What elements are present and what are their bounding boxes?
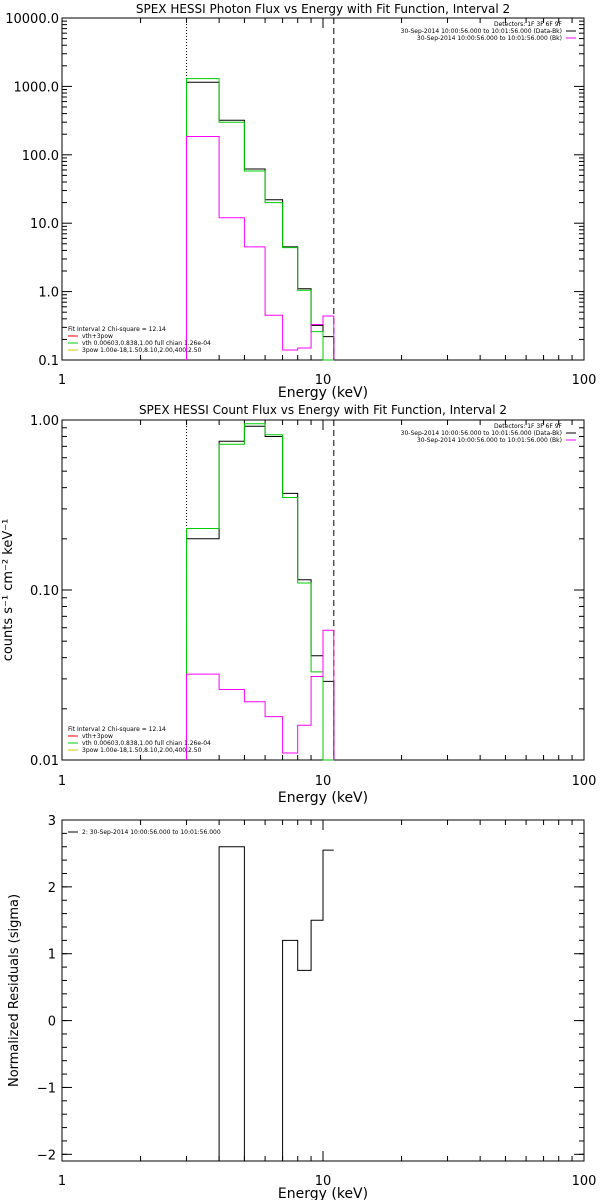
y-tick-label: 0.01: [30, 754, 59, 769]
legend-entry: Fit Interval 2 Chi-square = 12.14: [68, 726, 166, 733]
series-line-3: [186, 136, 335, 360]
x-tick-label: 10: [315, 1174, 332, 1189]
legend-entry: 30-Sep-2014 10:00:56.000 to 10:01:56.000…: [417, 437, 562, 444]
x-tick-label: 100: [572, 774, 597, 789]
legend-entry: vth+3pow: [82, 733, 113, 740]
chart-panel-2: SPEX HESSI Count Flux vs Energy with Fit…: [1, 403, 596, 806]
y-tick-label: 10000.0: [5, 12, 59, 27]
chart-title: SPEX HESSI Count Flux vs Energy with Fit…: [139, 403, 507, 417]
x-axis-label: Energy (keV): [278, 1186, 368, 1200]
series-line-1: [186, 81, 335, 360]
y-tick-label: 0: [48, 1015, 56, 1030]
legend-entry: vth 0.00603,0.838,1.00 full chian 1.26e-…: [82, 340, 211, 347]
x-axis-label: Energy (keV): [278, 790, 368, 806]
x-tick-label: 100: [572, 373, 597, 388]
x-tick-label: 100: [572, 1174, 597, 1189]
y-tick-label: 3: [48, 814, 56, 829]
y-tick-label: −2: [37, 1148, 56, 1163]
series-line-3: [186, 629, 335, 760]
series-line-1: [186, 846, 334, 1162]
y-tick-label: 0.10: [30, 584, 59, 599]
legend-entry: vth+3pow: [82, 333, 113, 340]
legend-entry: 3pow 1.00e-18,1.50,8.10,2.00,400,2.50: [82, 347, 202, 354]
legend-entry: Fit Interval 2 Chi-square = 12.14: [68, 326, 166, 333]
legend-entry: Detectors: 1F 3F 6F 9F: [494, 423, 563, 430]
y-tick-label: 0.1: [38, 354, 59, 369]
series-line-2: [186, 78, 334, 361]
y-tick-label: 1: [48, 948, 56, 963]
x-axis-label: Energy (keV): [278, 385, 368, 401]
y-tick-label: 2: [48, 881, 56, 896]
chart-panel-1: SPEX HESSI Photon Flux vs Energy with Fi…: [5, 2, 596, 401]
series-line-1: [186, 425, 335, 760]
chart-panel-3: Energy (keV) Normalized Residuals (sigma)…: [7, 814, 597, 1202]
series-line-2: [186, 423, 334, 761]
legend-entry: 30-Sep-2014 10:00:56.000 to 10:01:56.000…: [401, 28, 562, 35]
y-tick-label: 1000.0: [14, 80, 60, 95]
y-tick-label: −1: [37, 1081, 56, 1096]
legend-entry: 30-Sep-2014 10:00:56.000 to 10:01:56.000…: [417, 35, 562, 42]
legend-entry: vth 0.00603,0.838,1.00 full chian 1.26e-…: [82, 740, 211, 747]
plot-frame: [61, 17, 585, 361]
x-tick-label: 1: [58, 1174, 66, 1189]
legend-entry: Detectors: 1F 3F 6F 9F: [494, 21, 563, 28]
legend-entry: 30-Sep-2014 10:00:56.000 to 10:01:56.000…: [401, 430, 562, 437]
x-tick-label: 1: [58, 373, 66, 388]
chart-title: SPEX HESSI Photon Flux vs Energy with Fi…: [136, 2, 510, 16]
y-axis-label: Normalized Residuals (sigma): [7, 894, 22, 1087]
y-tick-label: 1.0: [38, 286, 59, 301]
y-tick-label: 100.0: [22, 149, 59, 164]
x-tick-label: 1: [58, 774, 66, 789]
y-tick-label: 10.0: [30, 217, 59, 232]
x-tick-label: 10: [315, 373, 332, 388]
legend-entry: 2: 30-Sep-2014 10:00:56.000 to 10:01:56.…: [82, 829, 221, 836]
legend-entry: 3pow 1.00e-18,1.50,8.10,2.00,400,2.50: [82, 747, 202, 754]
x-tick-label: 10: [315, 774, 332, 789]
y-tick-label: 1.00: [30, 414, 59, 429]
y-axis-label: counts s⁻¹ cm⁻² keV⁻¹: [1, 519, 16, 662]
